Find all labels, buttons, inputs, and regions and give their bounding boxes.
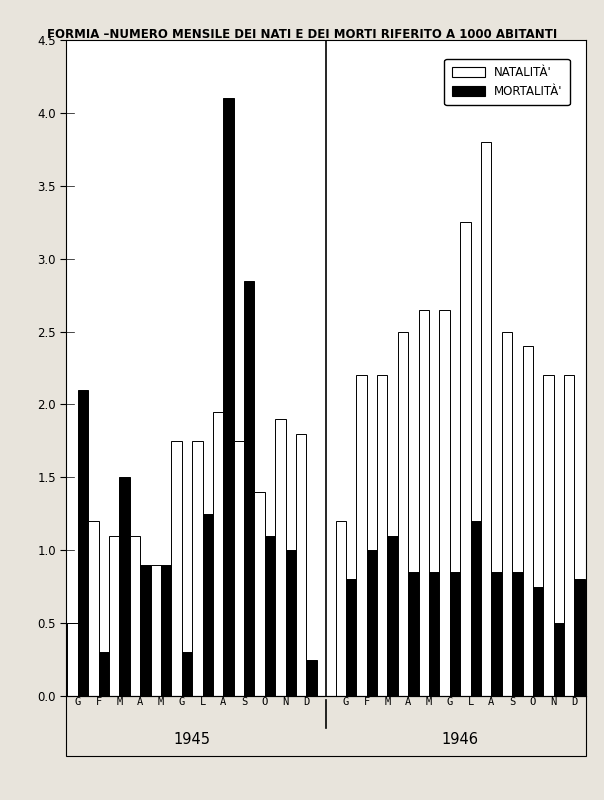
- Bar: [533, 586, 543, 696]
- Bar: [306, 659, 317, 696]
- Bar: [346, 579, 356, 696]
- Bar: [335, 521, 346, 696]
- Bar: [471, 521, 481, 696]
- Text: FORMIA –NUMERO MENSILE DEI NATI E DEI MORTI RIFERITO A 1000 ABITANTI: FORMIA –NUMERO MENSILE DEI NATI E DEI MO…: [47, 28, 557, 41]
- Legend: NATALITÀ', MORTALITÀ': NATALITÀ', MORTALITÀ': [445, 59, 570, 105]
- Bar: [460, 222, 471, 696]
- Bar: [130, 536, 140, 696]
- Bar: [109, 536, 120, 696]
- Bar: [88, 521, 98, 696]
- Bar: [275, 419, 286, 696]
- Bar: [439, 310, 450, 696]
- Bar: [491, 572, 502, 696]
- Bar: [512, 572, 522, 696]
- Bar: [234, 441, 244, 696]
- Bar: [377, 375, 387, 696]
- Bar: [543, 375, 554, 696]
- Bar: [574, 579, 585, 696]
- Bar: [367, 550, 377, 696]
- Bar: [429, 572, 439, 696]
- Bar: [223, 98, 234, 696]
- Bar: [408, 572, 419, 696]
- Bar: [202, 514, 213, 696]
- Bar: [398, 331, 408, 696]
- Bar: [182, 652, 192, 696]
- Bar: [120, 478, 130, 696]
- Bar: [68, 623, 78, 696]
- Bar: [419, 310, 429, 696]
- Text: 1946: 1946: [442, 733, 479, 747]
- Bar: [244, 281, 254, 696]
- Bar: [265, 536, 275, 696]
- Bar: [554, 623, 564, 696]
- Bar: [502, 331, 512, 696]
- Bar: [172, 441, 182, 696]
- Bar: [286, 550, 296, 696]
- Bar: [356, 375, 367, 696]
- Bar: [140, 565, 150, 696]
- Bar: [450, 572, 460, 696]
- Bar: [98, 652, 109, 696]
- Bar: [78, 390, 88, 696]
- Bar: [387, 536, 398, 696]
- Bar: [161, 565, 172, 696]
- Bar: [192, 441, 202, 696]
- Bar: [522, 346, 533, 696]
- Bar: [213, 412, 223, 696]
- Bar: [296, 434, 306, 696]
- Bar: [254, 492, 265, 696]
- Bar: [150, 565, 161, 696]
- Text: 1945: 1945: [173, 733, 211, 747]
- Bar: [564, 375, 574, 696]
- Bar: [481, 142, 491, 696]
